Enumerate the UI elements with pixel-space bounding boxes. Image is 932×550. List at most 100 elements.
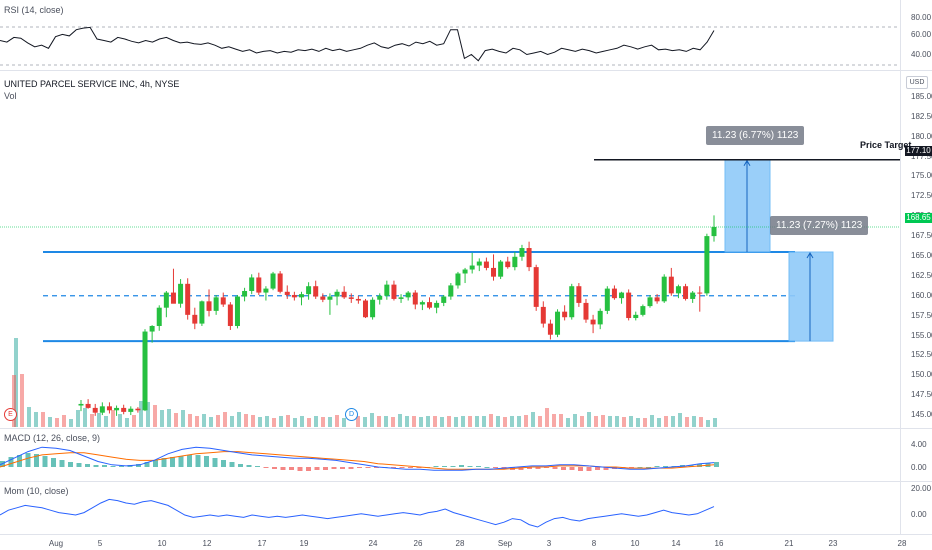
volume-bar: [111, 410, 115, 427]
time-axis-separator: [0, 534, 932, 535]
candle-body: [540, 306, 546, 324]
earnings-event-icon[interactable]: E: [4, 408, 17, 421]
pane-separator[interactable]: [0, 428, 932, 429]
volume-bar: [132, 415, 136, 427]
candle-body: [114, 407, 120, 411]
candle-body: [206, 301, 212, 311]
momentum-line: [0, 498, 715, 528]
candle-body: [611, 288, 617, 299]
volume-bar: [160, 410, 164, 427]
price-pane[interactable]: UNITED PARCEL SERVICE INC, 4h, NYSE Vol: [0, 71, 932, 427]
candle-body: [199, 301, 205, 324]
macd-histogram-bar: [535, 467, 541, 469]
macd-signal-line: [0, 451, 715, 470]
candle-body: [448, 285, 454, 297]
rsi-tick: 40.00: [911, 50, 932, 59]
candle-body: [398, 297, 404, 299]
macd-histogram-bar: [518, 467, 524, 470]
volume-bar: [244, 414, 248, 427]
candle-body: [256, 277, 262, 293]
candle-body: [85, 403, 91, 408]
price-tick: 145.00: [911, 410, 932, 420]
candle-body: [298, 294, 304, 298]
macd-histogram-bar: [467, 466, 473, 467]
volume-bar: [328, 417, 332, 427]
volume-bar: [468, 416, 472, 427]
dividend-event-icon[interactable]: D: [345, 408, 358, 421]
rsi-pane: RSI (14, close): [0, 0, 932, 70]
candle-body: [391, 284, 397, 299]
candle-body: [412, 292, 418, 305]
candle-body: [555, 311, 561, 335]
volume-bar: [573, 414, 577, 427]
volume-bar: [76, 410, 80, 427]
volume-bar: [545, 408, 549, 427]
volume-bar: [272, 418, 276, 427]
macd-tick: 0.00: [911, 463, 927, 472]
volume-bar: [692, 416, 696, 427]
volume-bar: [286, 415, 290, 427]
volume-bar: [601, 415, 605, 427]
candle-body: [249, 277, 255, 291]
volume-bar: [706, 420, 710, 427]
candle-body: [491, 267, 497, 277]
volume-bar: [69, 419, 73, 427]
volume-bar: [125, 418, 129, 427]
volume-bar: [524, 415, 528, 427]
symbol-title: UNITED PARCEL SERVICE INC, 4h, NYSE: [4, 79, 180, 89]
price-tick: 177.50: [911, 151, 932, 161]
candle-body: [92, 407, 98, 413]
volume-bar: [419, 417, 423, 427]
price-tick: 155.00: [911, 330, 932, 340]
macd-histogram-bar: [238, 464, 243, 467]
candle-body: [512, 256, 518, 268]
projection-label-lower[interactable]: 11.23 (7.27%) 1123: [770, 216, 869, 235]
projection-box-lower: [788, 251, 834, 342]
projection-label-upper[interactable]: 11.23 (6.77%) 1123: [706, 126, 805, 145]
candle-body: [483, 261, 489, 268]
volume-bar: [342, 418, 346, 427]
macd-histogram-bar: [561, 467, 566, 470]
volume-bar: [461, 416, 465, 427]
volume-bar: [650, 415, 654, 427]
volume-bar: [475, 416, 479, 427]
volume-bar: [531, 412, 535, 427]
candle-body: [178, 283, 184, 304]
volume-bar: [517, 416, 521, 427]
volume-bar: [251, 415, 255, 427]
volume-bar: [678, 413, 682, 427]
candle-body: [640, 306, 646, 315]
candle-body: [519, 248, 525, 257]
candle-body: [476, 261, 482, 266]
time-tick: 5: [97, 539, 103, 548]
rsi-line: [0, 26, 715, 62]
macd-histogram-bar: [187, 455, 192, 467]
candle-body: [619, 292, 625, 299]
macd-histogram-bar: [391, 467, 396, 468]
volume-bar: [307, 418, 311, 427]
time-tick: 8: [591, 539, 597, 548]
volume-bar: [300, 416, 304, 427]
pane-separator[interactable]: [0, 70, 932, 71]
candle-body: [306, 286, 312, 295]
macd-histogram-bar: [170, 457, 175, 467]
volume-bar: [12, 375, 16, 427]
time-axis[interactable]: Aug 5 10 12 17 19 24 26 28 Sep 3 8 10 14…: [0, 535, 907, 550]
price-tick: 167.50: [911, 231, 932, 241]
macd-histogram-bar: [195, 455, 201, 467]
macd-histogram-bar: [42, 456, 48, 467]
projection-arrowhead-upper: [743, 159, 751, 167]
candle-body: [654, 297, 660, 302]
currency-button[interactable]: USD: [906, 76, 928, 89]
volume-bar: [440, 417, 444, 427]
volume-bar: [279, 416, 283, 427]
volume-bar: [699, 417, 703, 427]
volume-bar: [104, 416, 108, 427]
price-tick: 165.00: [911, 250, 932, 260]
macd-histogram-bar: [365, 467, 371, 468]
macd-histogram-bar: [578, 467, 583, 471]
candle-body: [562, 311, 568, 318]
macd-histogram-bar: [161, 458, 167, 467]
pane-separator[interactable]: [0, 481, 932, 482]
